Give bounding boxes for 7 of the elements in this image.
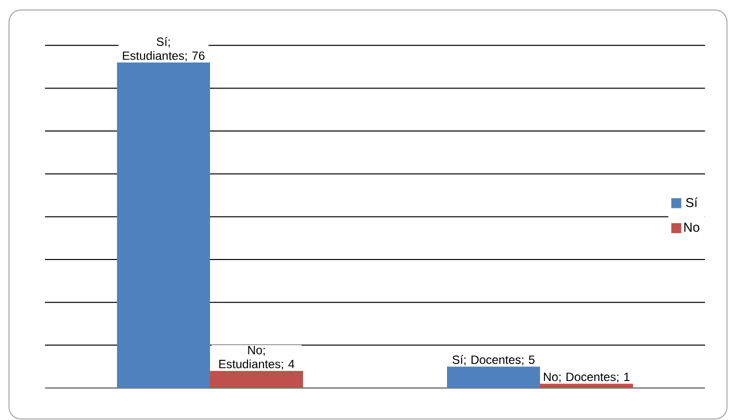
data-label: Sí; Docentes; 5: [452, 355, 535, 366]
bar: [117, 62, 210, 388]
legend-label: Sí: [686, 198, 698, 208]
data-label: Sí; Estudiantes; 76: [122, 37, 205, 62]
data-label: No; Estudiantes; 4: [219, 346, 294, 370]
legend-label: No: [684, 222, 700, 232]
data-label: No; Docentes; 1: [544, 372, 630, 383]
